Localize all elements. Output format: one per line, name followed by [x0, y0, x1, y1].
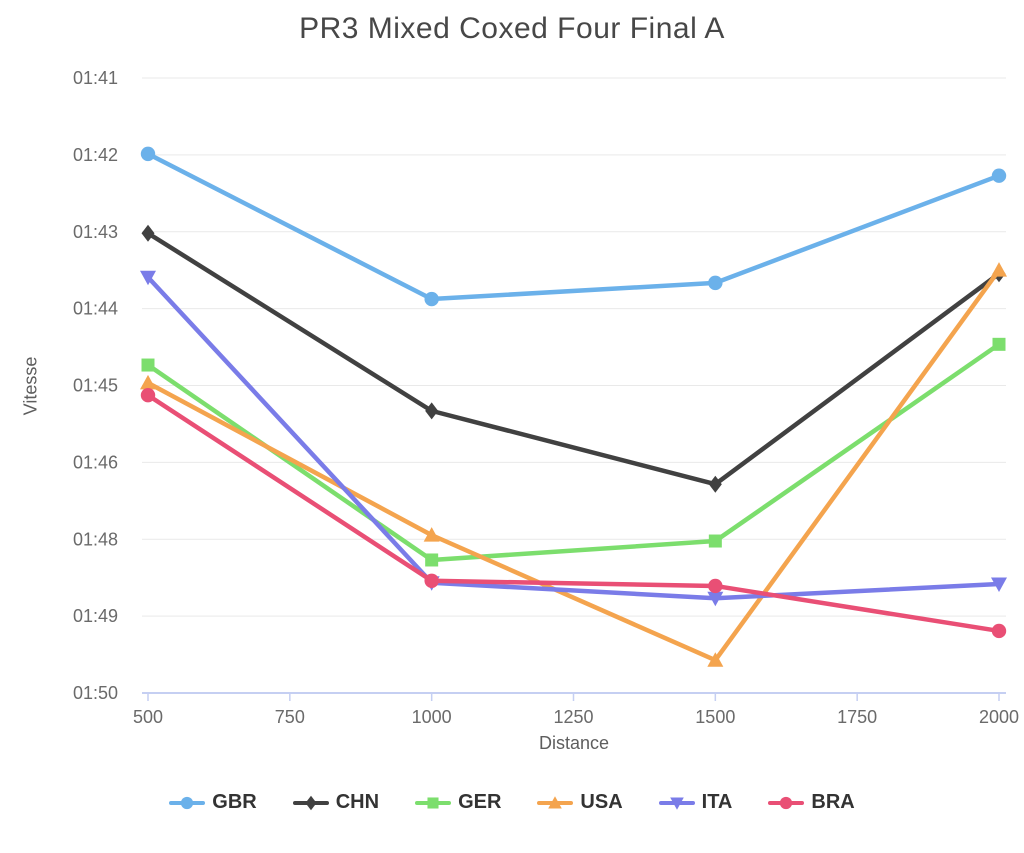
- legend-label: GER: [458, 791, 502, 813]
- legend-triangle-down-icon: [658, 796, 695, 810]
- legend-circle-icon: [169, 796, 206, 809]
- legend-circle-icon: [768, 796, 805, 809]
- point-CHN-1500[interactable]: [708, 475, 722, 493]
- legend-label: ITA: [701, 791, 733, 813]
- y-tick-label: 01:48: [73, 529, 118, 549]
- series-line-CHN: [145, 230, 1002, 487]
- point-USA-1500[interactable]: [707, 652, 724, 667]
- legend-label: BRA: [811, 791, 855, 813]
- legend-diamond-icon: [292, 795, 329, 810]
- y-tick-label: 01:49: [73, 606, 118, 626]
- legend-item-GBR[interactable]: GBR: [169, 791, 257, 814]
- legend-item-USA[interactable]: USA: [537, 791, 623, 814]
- chart-title: PR3 Mixed Coxed Four Final A: [299, 12, 725, 45]
- series-line-ITA: [145, 274, 1002, 601]
- point-USA-500[interactable]: [140, 374, 156, 390]
- point-USA-2000[interactable]: [991, 262, 1007, 277]
- point-BRA-500[interactable]: [140, 388, 156, 403]
- x-tick-label: 1250: [553, 707, 593, 727]
- point-BRA-1000[interactable]: [424, 573, 439, 588]
- point-GER-1000[interactable]: [425, 553, 439, 567]
- y-tick-label: 01:50: [73, 683, 118, 703]
- legend-triangle-up-icon: [537, 795, 574, 809]
- legend-item-BRA[interactable]: BRA: [768, 791, 855, 814]
- legend: GBR CHN GER USA ITA BRA: [0, 791, 1024, 814]
- point-GBR-1000[interactable]: [424, 291, 439, 307]
- y-tick-label: 01:42: [73, 145, 118, 165]
- point-ITA-2000[interactable]: [991, 577, 1007, 593]
- y-tick-label: 01:46: [73, 452, 118, 472]
- legend-label: CHN: [335, 791, 380, 813]
- legend-item-CHN[interactable]: CHN: [292, 791, 380, 814]
- series-BRA: [140, 388, 1007, 639]
- y-tick-label: 01:45: [73, 376, 118, 396]
- y-tick-label: 01:43: [73, 222, 118, 242]
- y-axis-title: Vitesse: [20, 356, 41, 416]
- point-ITA-500[interactable]: [140, 270, 156, 286]
- point-CHN-1000[interactable]: [425, 402, 439, 420]
- legend-item-ITA[interactable]: ITA: [658, 791, 733, 814]
- legend-square-icon: [415, 796, 452, 809]
- point-GER-1500[interactable]: [708, 534, 722, 548]
- legend-label: USA: [580, 791, 623, 813]
- legend-label: GBR: [212, 791, 257, 813]
- point-ITA-1500[interactable]: [707, 591, 724, 607]
- point-BRA-1500[interactable]: [708, 578, 723, 594]
- point-BRA-2000[interactable]: [991, 623, 1007, 639]
- series-line-BRA: [145, 392, 1002, 634]
- x-tick-label: 2000: [979, 707, 1019, 727]
- series-line-GBR: [145, 151, 1002, 302]
- series-CHN: [141, 224, 1006, 493]
- point-CHN-500[interactable]: [141, 224, 155, 242]
- point-GBR-1500[interactable]: [708, 275, 723, 291]
- line-chart-canvas: 01:41 01:42 01:43 01:44 01:45 01:46 01:48 01:49…: [73, 68, 1019, 727]
- point-USA-1000[interactable]: [423, 527, 440, 542]
- x-tick-label: 1750: [837, 707, 877, 727]
- x-tick-label: 750: [275, 707, 305, 727]
- point-GER-2000[interactable]: [992, 337, 1006, 351]
- point-GBR-2000[interactable]: [991, 168, 1007, 183]
- x-axis-title: Distance: [538, 733, 610, 753]
- series-line-GER: [145, 342, 1002, 563]
- point-GBR-500[interactable]: [140, 146, 156, 162]
- y-tick-label: 01:41: [73, 68, 118, 88]
- series-line-USA: [145, 267, 1002, 663]
- x-tick-label: 1500: [695, 707, 735, 727]
- series-GER: [141, 337, 1006, 567]
- point-GER-500[interactable]: [141, 358, 155, 372]
- series-USA: [140, 262, 1007, 667]
- x-tick-label: 500: [133, 707, 163, 727]
- x-tick-label: 1000: [412, 707, 452, 727]
- series-GBR: [140, 146, 1007, 307]
- y-tick-label: 01:44: [73, 299, 118, 319]
- legend-item-GER[interactable]: GER: [415, 791, 501, 814]
